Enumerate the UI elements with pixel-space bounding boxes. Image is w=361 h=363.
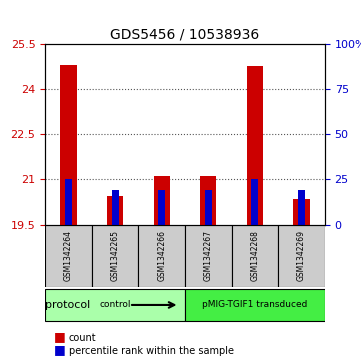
- Text: ■: ■: [54, 343, 66, 356]
- FancyBboxPatch shape: [92, 225, 138, 287]
- Text: GSM1342265: GSM1342265: [110, 230, 119, 281]
- Bar: [200, 176, 217, 225]
- FancyBboxPatch shape: [138, 225, 185, 287]
- Bar: [112, 190, 118, 225]
- Text: count: count: [69, 333, 96, 343]
- FancyBboxPatch shape: [232, 225, 278, 287]
- Text: GSM1342264: GSM1342264: [64, 230, 73, 281]
- Text: GSM1342266: GSM1342266: [157, 230, 166, 281]
- Bar: [107, 196, 123, 225]
- FancyBboxPatch shape: [185, 225, 232, 287]
- Bar: [65, 179, 72, 225]
- Bar: [205, 190, 212, 225]
- Text: GSM1342269: GSM1342269: [297, 230, 306, 281]
- Bar: [293, 199, 310, 225]
- FancyBboxPatch shape: [45, 289, 185, 321]
- Text: percentile rank within the sample: percentile rank within the sample: [69, 346, 234, 356]
- Text: control: control: [99, 301, 131, 309]
- Bar: [60, 65, 77, 225]
- FancyBboxPatch shape: [278, 225, 325, 287]
- Text: protocol: protocol: [45, 300, 90, 310]
- Bar: [247, 66, 263, 225]
- Text: pMIG-TGIF1 transduced: pMIG-TGIF1 transduced: [202, 301, 308, 309]
- Bar: [158, 190, 165, 225]
- Text: ■: ■: [54, 330, 66, 343]
- Title: GDS5456 / 10538936: GDS5456 / 10538936: [110, 27, 260, 41]
- Text: GSM1342267: GSM1342267: [204, 230, 213, 281]
- Bar: [153, 176, 170, 225]
- FancyBboxPatch shape: [185, 289, 325, 321]
- FancyBboxPatch shape: [45, 225, 92, 287]
- Bar: [298, 190, 305, 225]
- Text: GSM1342268: GSM1342268: [251, 231, 260, 281]
- Bar: [252, 179, 258, 225]
